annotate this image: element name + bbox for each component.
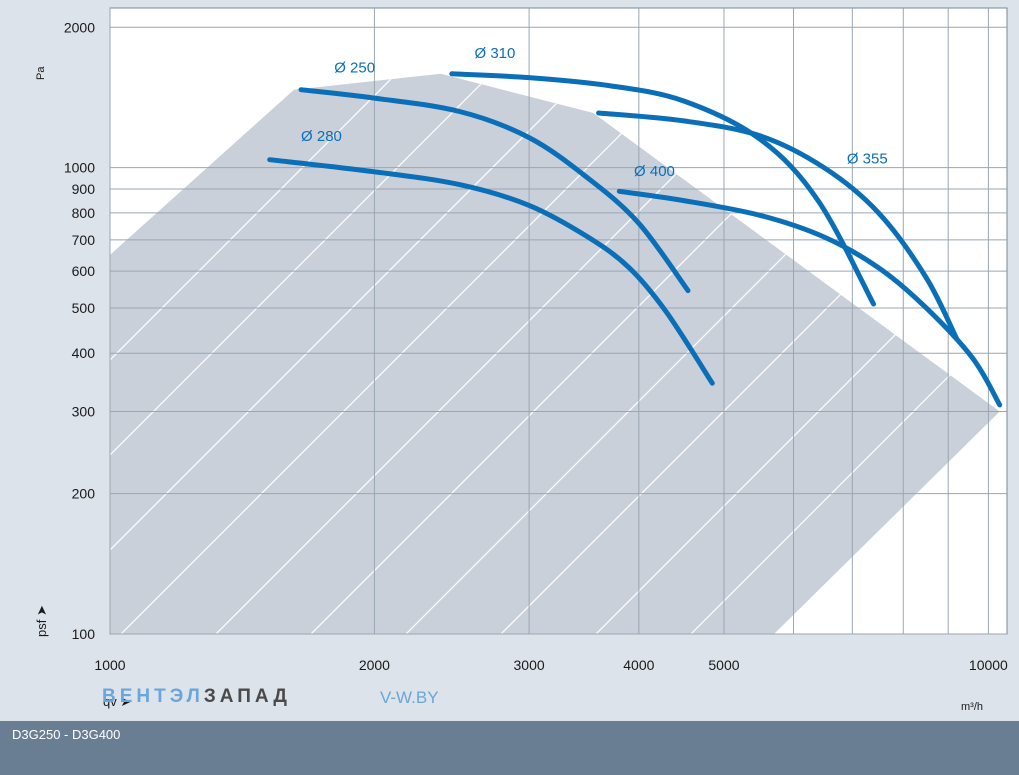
y-tick-label: 2000 bbox=[64, 19, 95, 35]
x-tick-label: 1000 bbox=[94, 657, 125, 673]
brand-site: V-W.BY bbox=[380, 688, 439, 707]
x-tick-label: 3000 bbox=[514, 657, 545, 673]
y-tick-label: 600 bbox=[72, 263, 96, 279]
y-tick-label: 400 bbox=[72, 345, 96, 361]
brand-logo: ВЕНТЭЛЗАПАД bbox=[102, 686, 291, 708]
brand-text-dark: ЗАПАД bbox=[203, 686, 291, 707]
brand-text-light: ВЕНТЭЛ bbox=[102, 686, 204, 707]
x-tick-label: 2000 bbox=[359, 657, 390, 673]
x-tick-label: 5000 bbox=[708, 657, 739, 673]
curve-label: Ø 355 bbox=[847, 151, 888, 168]
y-tick-label: 1000 bbox=[64, 160, 95, 176]
curve-label: Ø 400 bbox=[634, 163, 675, 180]
tick-labels: 100 200 300 400 500 600 700 800 900 1000 2000 1000 2… bbox=[64, 19, 1008, 673]
model-range-label: D3G250 - D3G400 bbox=[12, 727, 121, 742]
y-tick-label: 200 bbox=[72, 486, 96, 502]
y-tick-label: 900 bbox=[72, 181, 96, 197]
y-tick-label: 500 bbox=[72, 300, 96, 316]
curves: Ø 250 Ø 280 Ø 310 Ø 355 Ø 400 bbox=[267, 45, 1003, 408]
fan-curve bbox=[267, 157, 715, 386]
system-line bbox=[434, 73, 1000, 635]
y-tick-label: 100 bbox=[72, 626, 96, 642]
fan-curve bbox=[616, 188, 1003, 408]
fan-curve-chart: Ø 250 Ø 280 Ø 310 Ø 355 Ø 400 100 200 300 400 50… bbox=[0, 0, 1009, 713]
y-tick-label: 800 bbox=[72, 205, 96, 221]
fan-curve bbox=[596, 110, 960, 342]
y-tick-label: 700 bbox=[72, 232, 96, 248]
y-tick-label: 300 bbox=[72, 404, 96, 420]
x-tick-label: 4000 bbox=[623, 657, 654, 673]
curve-label: Ø 250 bbox=[334, 59, 375, 76]
y-unit-label: Pa bbox=[35, 66, 47, 80]
curve-label: Ø 280 bbox=[301, 128, 342, 145]
system-line bbox=[529, 73, 1000, 635]
curve-label: Ø 310 bbox=[475, 45, 516, 62]
system-line bbox=[0, 0, 585, 700]
x-axis-symbol: qv ➤ bbox=[103, 694, 131, 709]
y-axis-symbol: psf ➤ bbox=[34, 605, 49, 637]
fan-curve bbox=[449, 71, 876, 307]
fan-curve bbox=[298, 87, 691, 294]
grid-lines bbox=[109, 8, 1007, 635]
footer-bar: D3G250 - D3G400 bbox=[0, 721, 1019, 775]
x-unit-label: m³/h bbox=[961, 701, 983, 713]
x-tick-label: 10000 bbox=[969, 657, 1008, 673]
